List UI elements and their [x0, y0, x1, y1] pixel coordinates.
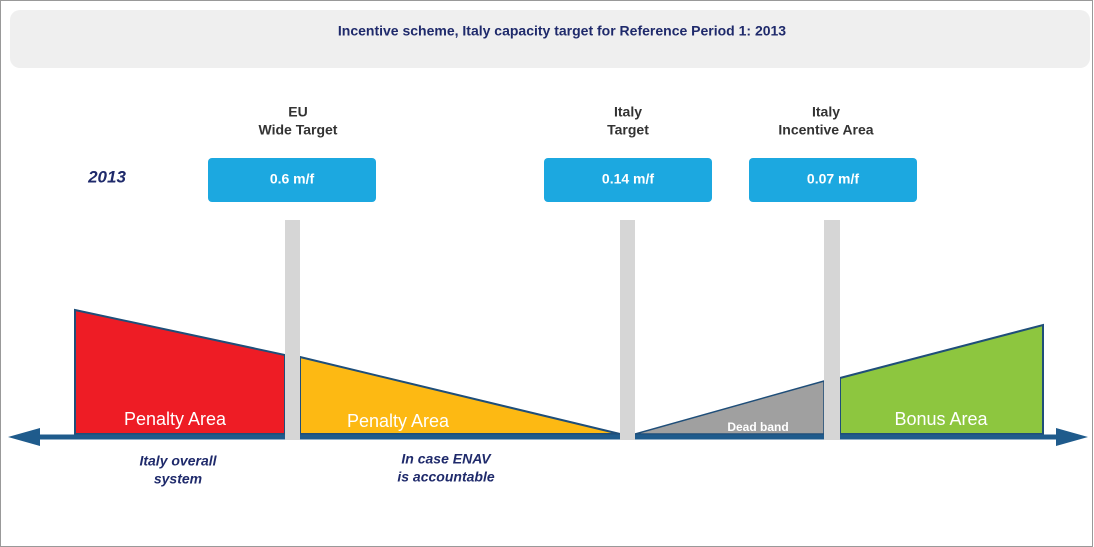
arrow-right: [1056, 428, 1088, 446]
target-label: Incentive Area: [778, 122, 873, 138]
value-box: [749, 158, 917, 202]
year: 2013: [87, 167, 126, 186]
target-value: 0.14 m/f: [602, 171, 654, 187]
marker-bar: [824, 220, 840, 440]
header-box: [10, 10, 1090, 68]
title: Incentive scheme, Italy capacity target …: [338, 23, 786, 39]
note: Italy overall: [139, 453, 217, 469]
target-value: 0.07 m/f: [807, 171, 859, 187]
target-label: EU: [288, 104, 307, 120]
area-label: Penalty Area: [124, 409, 227, 429]
area-label: Bonus Area: [894, 409, 988, 429]
note: is accountable: [397, 469, 494, 485]
note: In case ENAV: [401, 451, 492, 467]
note: system: [154, 471, 202, 487]
value-box: [208, 158, 376, 202]
arrow-left: [8, 428, 40, 446]
target-label: Wide Target: [259, 122, 338, 138]
target-label: Target: [607, 122, 649, 138]
value-box: [544, 158, 712, 202]
marker-bar: [285, 220, 300, 440]
marker-bar: [620, 220, 635, 440]
area-label: Dead band: [727, 420, 788, 434]
area-label: Penalty Area: [347, 411, 450, 431]
target-value: 0.6 m/f: [270, 171, 315, 187]
target-label: Italy: [614, 104, 642, 120]
target-label: Italy: [812, 104, 840, 120]
